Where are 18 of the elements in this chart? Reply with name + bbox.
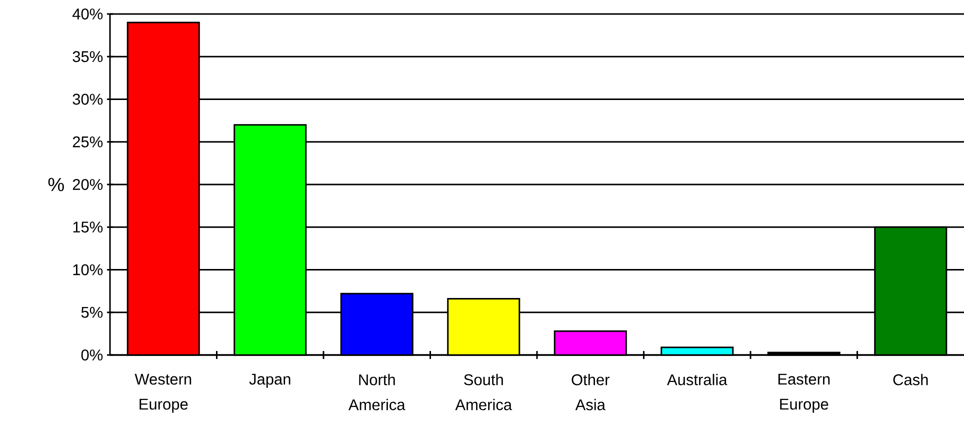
y-tick-label: 40% bbox=[72, 8, 103, 20]
y-tick-label: 20% bbox=[72, 179, 103, 190]
x-tick-label: Eastern Europe bbox=[778, 374, 830, 413]
y-tick-label: 5% bbox=[81, 306, 103, 318]
x-tick-label: North America bbox=[348, 374, 406, 410]
y-tick-label: 30% bbox=[72, 94, 103, 105]
y-tick-label: 10% bbox=[73, 264, 103, 276]
y-tick-label: 25% bbox=[72, 136, 103, 148]
y-tick-label: 35% bbox=[72, 51, 103, 62]
x-tick-label: South America bbox=[455, 374, 512, 410]
y-tick-label: 15% bbox=[73, 222, 103, 233]
y-axis-title: % bbox=[48, 178, 64, 192]
x-tick-label: Other Asia bbox=[572, 374, 610, 410]
x-tick-label: Japan bbox=[249, 374, 290, 388]
x-tick-label: Australia bbox=[667, 374, 728, 386]
x-tick-label: Western Europe bbox=[134, 374, 192, 413]
x-tick-label: Cash bbox=[893, 374, 928, 386]
y-tick-label: 0% bbox=[81, 350, 103, 360]
